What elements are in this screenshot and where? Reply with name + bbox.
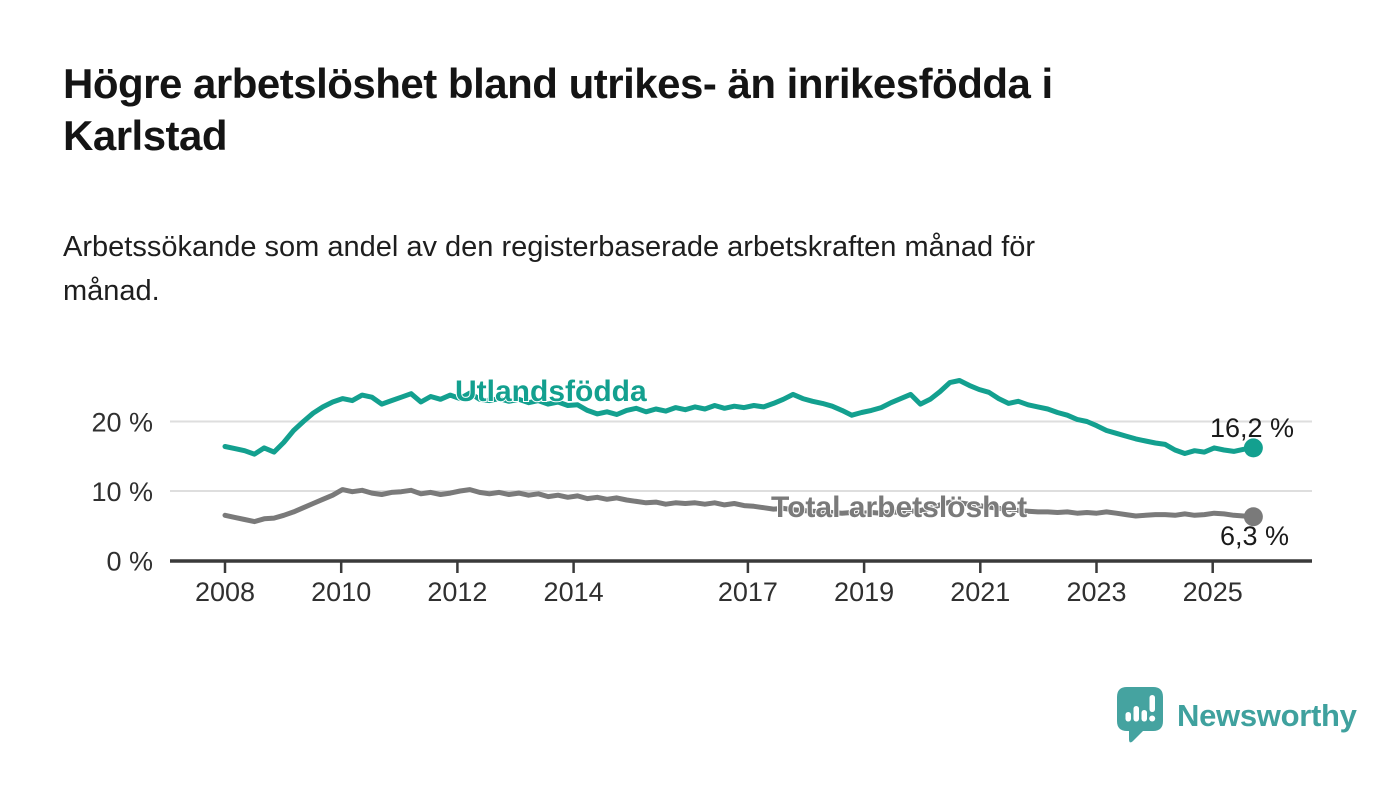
chart-subtitle: Arbetssökande som andel av den registerb…	[63, 226, 1035, 313]
page-title: Högre arbetslöshet bland utrikes- än inr…	[63, 58, 1053, 162]
series-end-dot-0	[1243, 438, 1263, 458]
x-tick-label-2008: 2008	[195, 577, 255, 607]
newsworthy-logo: Newsworthy	[1116, 686, 1357, 746]
logo-exclamation-stem	[1149, 695, 1155, 712]
series-label-total-arbetsloshet: Total arbetslöshet	[771, 491, 1027, 524]
x-tick-label-2014: 2014	[544, 577, 604, 607]
x-tick-label-2019: 2019	[834, 577, 894, 607]
logo-bar-small	[1125, 712, 1131, 722]
y-tick-label-0: 0 %	[106, 547, 153, 577]
speech-bubble-bar-chart-icon	[1117, 687, 1163, 743]
end-value-label-total: 6,3 %	[1220, 521, 1289, 551]
end-value-label-utlandsfodda: 16,2 %	[1210, 413, 1294, 443]
newsworthy-wordmark: Newsworthy	[1177, 698, 1357, 733]
page-title-line1: Högre arbetslöshet bland utrikes- än inr…	[63, 60, 1053, 107]
series-line-1	[222, 487, 1256, 525]
logo-bar-tall	[1133, 706, 1139, 722]
y-tick-label-10: 10 %	[91, 477, 153, 507]
series-line-0	[222, 378, 1256, 457]
page-title-line2: Karlstad	[63, 112, 228, 160]
x-tick-label-2025: 2025	[1183, 577, 1243, 607]
y-tick-label-20: 20 %	[91, 408, 153, 438]
chart-subtitle-line2: månad.	[63, 274, 160, 307]
series-label-utlandsfodda: Utlandsfödda	[455, 375, 647, 408]
chart-subtitle-line1: Arbetssökande som andel av den registerb…	[63, 231, 1036, 263]
x-tick-label-2023: 2023	[1066, 577, 1126, 607]
logo-exclamation-dot	[1149, 715, 1156, 722]
series-end-dot-1	[1243, 507, 1263, 527]
logo-bar-medium	[1141, 710, 1147, 722]
x-tick-label-2012: 2012	[427, 577, 487, 607]
x-tick-label-2017: 2017	[718, 577, 778, 607]
x-tick-label-2010: 2010	[311, 577, 371, 607]
x-tick-label-2021: 2021	[950, 577, 1010, 607]
